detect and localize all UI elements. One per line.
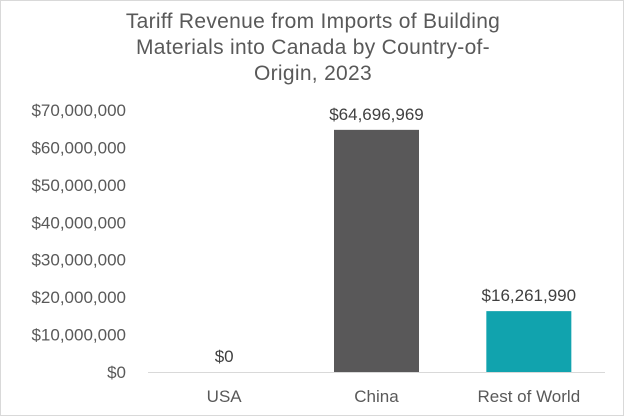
y-tick-label: $40,000,000 xyxy=(31,213,126,232)
chart-title-line-2: Materials into Canada by Country-of- xyxy=(136,36,490,59)
x-tick-label: Rest of World xyxy=(477,387,580,406)
x-tick-label: USA xyxy=(207,387,243,406)
x-tick-label: China xyxy=(354,387,399,406)
y-tick-label: $0 xyxy=(107,363,126,382)
chart-title-line-1: Tariff Revenue from Imports of Building xyxy=(125,10,501,33)
y-tick-label: $20,000,000 xyxy=(31,288,126,307)
y-tick-label: $30,000,000 xyxy=(31,251,126,270)
chart-title: Tariff Revenue from Imports of Building … xyxy=(63,9,563,87)
data-label: $0 xyxy=(215,347,234,366)
y-tick-label: $60,000,000 xyxy=(31,138,126,157)
y-tick-label: $70,000,000 xyxy=(31,101,126,120)
bar xyxy=(486,311,572,372)
data-label: $16,261,990 xyxy=(482,286,577,305)
bar xyxy=(334,129,419,372)
y-tick-label: $50,000,000 xyxy=(31,176,126,195)
chart-title-line-3: Origin, 2023 xyxy=(253,62,372,85)
y-tick-label: $10,000,000 xyxy=(31,326,126,345)
data-label: $64,696,969 xyxy=(329,105,424,124)
